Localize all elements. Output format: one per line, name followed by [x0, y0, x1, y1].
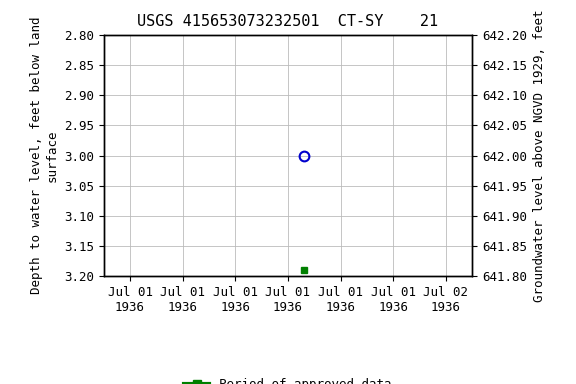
Title: USGS 415653073232501  CT-SY    21: USGS 415653073232501 CT-SY 21 — [138, 14, 438, 29]
Y-axis label: Groundwater level above NGVD 1929, feet: Groundwater level above NGVD 1929, feet — [533, 9, 545, 302]
Y-axis label: Depth to water level, feet below land
surface: Depth to water level, feet below land su… — [31, 17, 58, 294]
Legend: Period of approved data: Period of approved data — [179, 373, 397, 384]
